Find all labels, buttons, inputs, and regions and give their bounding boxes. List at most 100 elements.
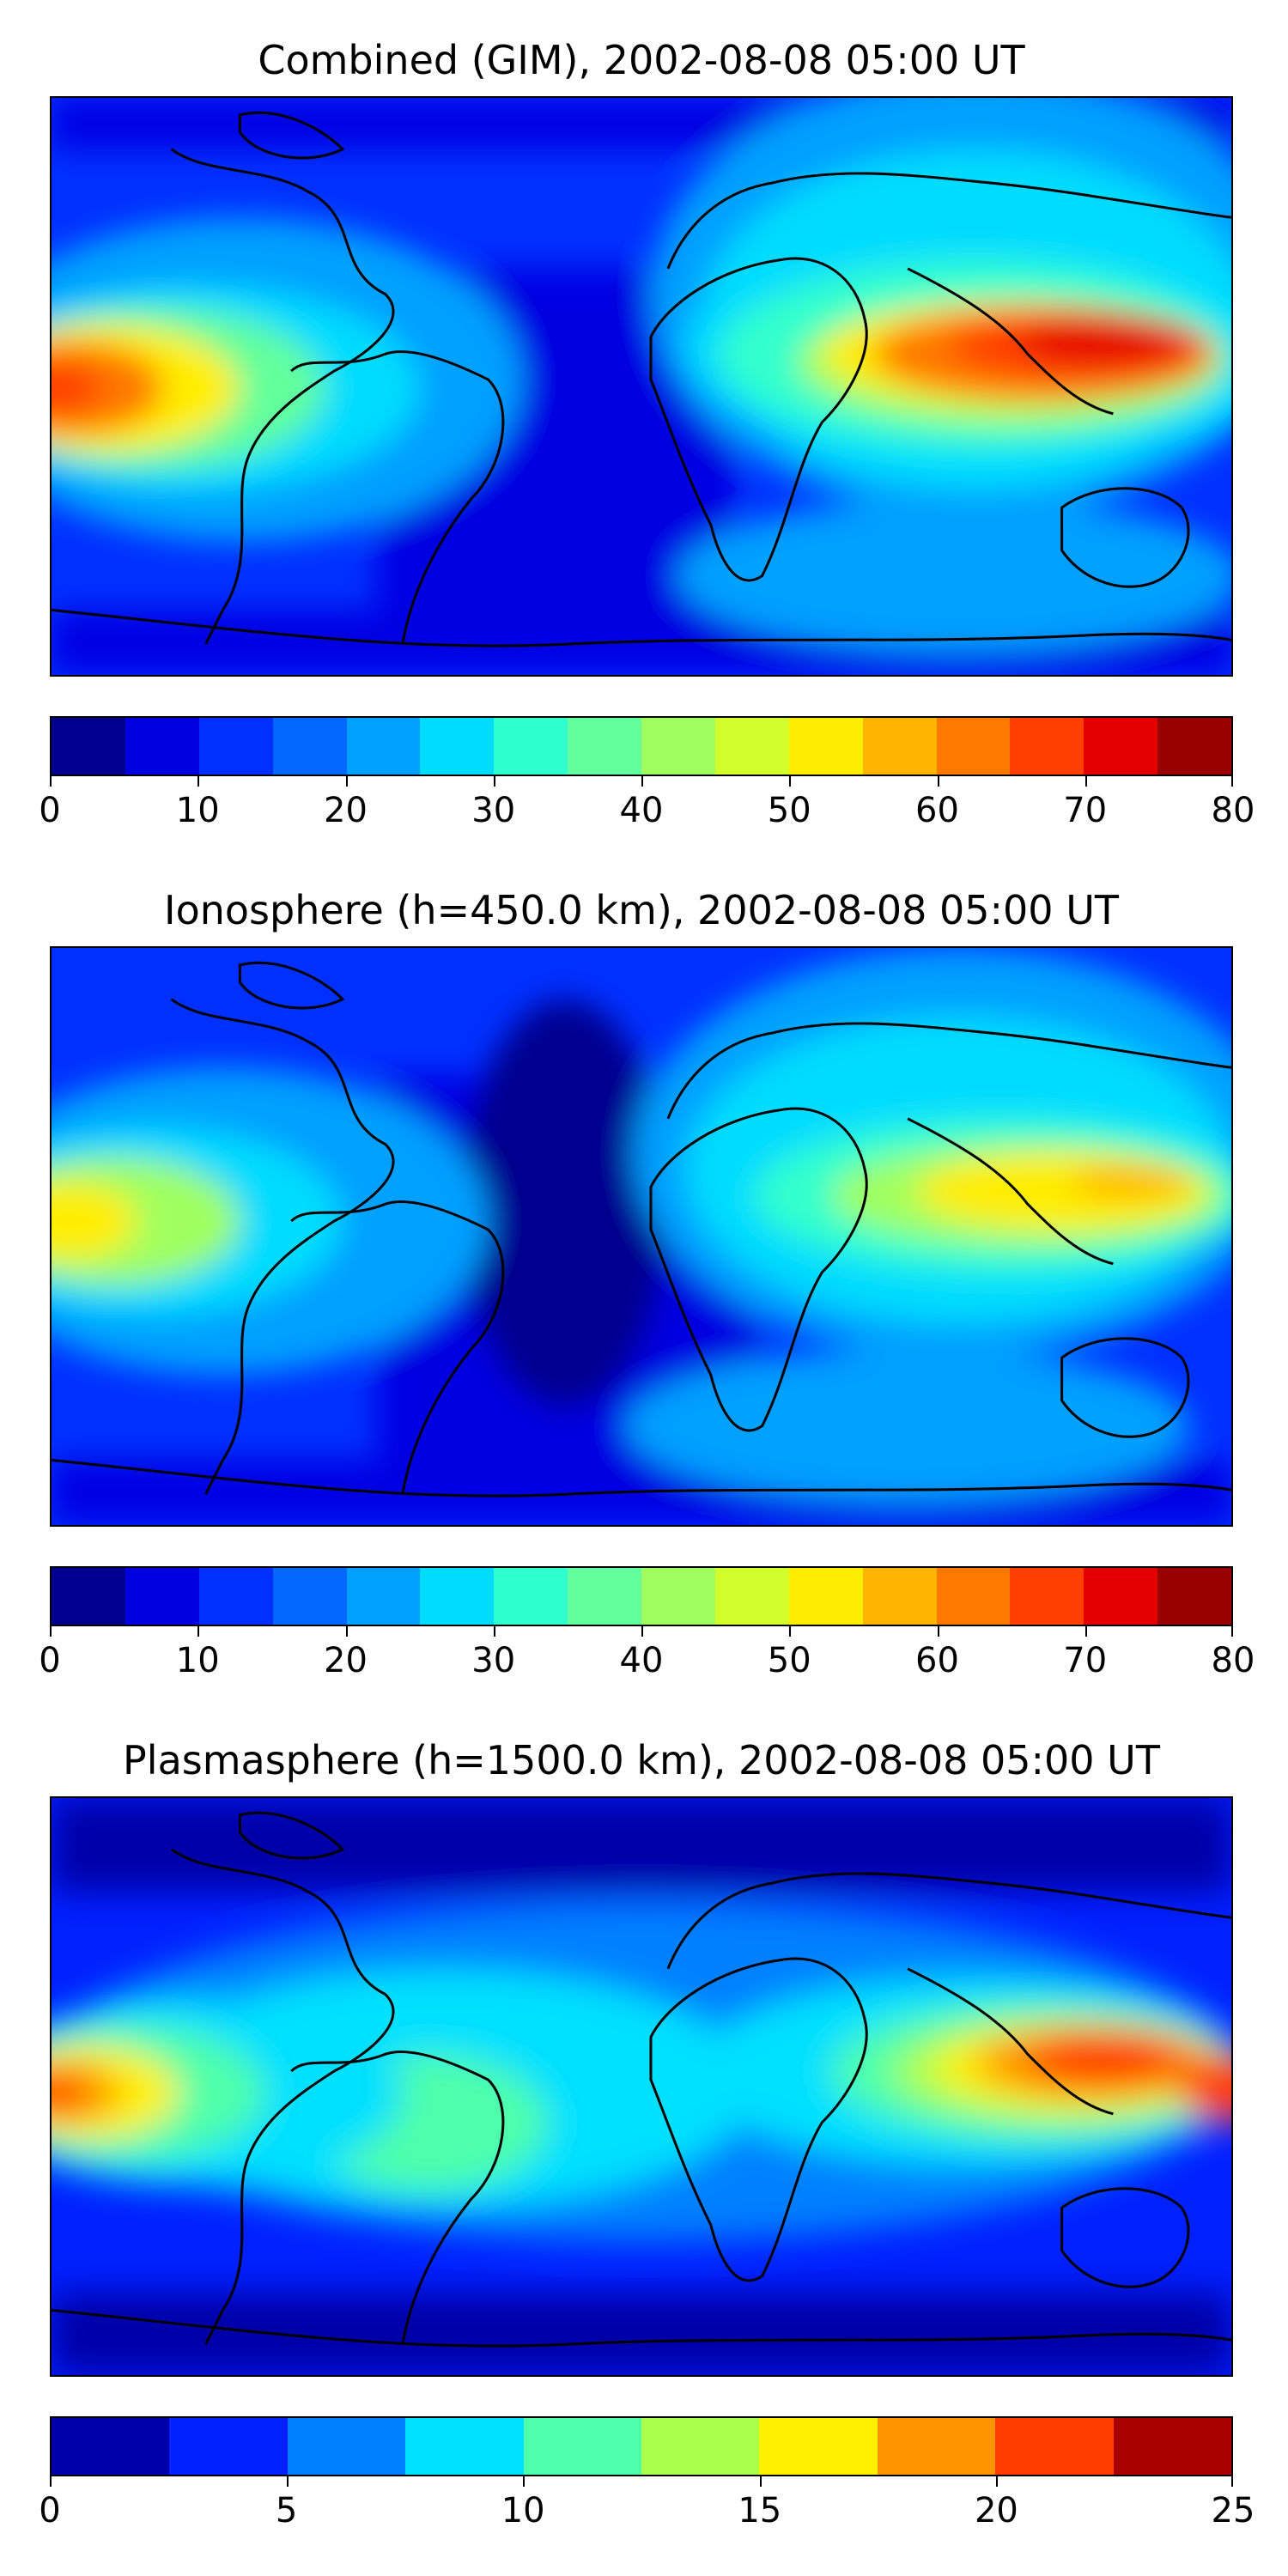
map-ionosphere [50,946,1233,1527]
colorbar-segment [936,718,1011,775]
colorbar-tick-mark [50,1626,52,1637]
colorbar-tick-label: 50 [767,791,811,830]
colorbar-segment [862,1568,937,1625]
colorbar-segment [1084,1568,1158,1625]
colorbar-tick-label: 40 [619,791,664,830]
colorbar-segment [759,2418,878,2475]
colorbar-tick-label: 0 [39,1641,61,1680]
colorbar-segment [420,1568,495,1625]
map-title: Combined (GIM), 2002-08-08 05:00 UT [258,37,1025,83]
colorbar-tick-label: 20 [324,791,368,830]
colorbar-segment [1157,718,1231,775]
colorbar-segment [1010,1568,1084,1625]
map-combined [50,96,1233,677]
colorbar-tick-label: 10 [175,791,220,830]
colorbar-tick-label: 5 [275,2491,298,2530]
colorbar-segment [405,2418,524,2475]
colorbar-segment [568,1568,641,1625]
colorbar-tick-mark [286,2476,289,2487]
colorbar-segment [1084,718,1158,775]
colorbar-segment [169,2418,288,2475]
colorbar-tick-mark [1231,2476,1233,2487]
colorbar-segment [287,2418,406,2475]
colorbar-tick-label: 80 [1211,791,1255,830]
colorbar [50,716,1233,776]
colorbar-tick-mark [1084,776,1087,787]
coastlines [52,111,1231,647]
colorbar-tick-mark [937,1626,939,1637]
colorbar-tick-mark [996,2476,999,2487]
colorbar-tick-mark [759,2476,762,2487]
colorbar-segment [1157,1568,1231,1625]
colorbar-segment [714,1568,789,1625]
colorbar-tick-label: 15 [738,2491,782,2530]
colorbar-segment [125,1568,199,1625]
colorbar-segment [877,2418,996,2475]
colorbar-segment [346,1568,421,1625]
colorbar-tick-label: 25 [1211,2491,1255,2530]
colorbar [50,1566,1233,1626]
colorbar-segment [788,1568,863,1625]
tec-map [52,98,1231,675]
colorbar-tick-label: 10 [175,1641,220,1680]
colorbar-tick-label: 70 [1063,1641,1108,1680]
colorbar-tick-label: 20 [324,1641,368,1680]
colorbar-tick-mark [641,776,643,787]
colorbar-tick-label: 0 [39,2491,61,2530]
colorbar-segment [198,718,273,775]
colorbar-tick-label: 50 [767,1641,811,1680]
colorbar-tick-label: 40 [619,1641,664,1680]
colorbar-ticks: 0 10 20 30 40 50 60 70 80 [39,776,1255,830]
colorbar-tick-mark [50,2476,52,2487]
colorbar-tick-mark [493,1626,495,1637]
colorbar-tick-mark [789,776,792,787]
colorbar-segment [523,2418,642,2475]
colorbar-ticks: 0 10 20 30 40 50 60 70 80 [39,1626,1255,1680]
colorbar-segment [641,718,715,775]
colorbar-tick-mark [50,776,52,787]
colorbar-segment [272,1568,347,1625]
colorbar-segment [52,1568,125,1625]
colorbar-segment [494,1568,568,1625]
colorbar-segment [936,1568,1011,1625]
colorbar-tick-label: 30 [471,1641,516,1680]
map-title: Plasmasphere (h=1500.0 km), 2002-08-08 0… [123,1737,1160,1783]
colorbar-segment [272,718,347,775]
colorbar-segment [494,718,568,775]
colorbar-ticks: 0 5 10 15 20 25 [39,2476,1255,2530]
tec-map [52,1798,1231,2375]
tec-map [52,948,1231,1525]
colorbar-segment [1010,718,1084,775]
colorbar-tick-mark [197,776,200,787]
colorbar-segment [788,718,863,775]
colorbar-segment [198,1568,273,1625]
colorbar-segment [1113,2418,1232,2475]
colorbar-segment [641,2418,760,2475]
colorbar-segment [52,2418,170,2475]
colorbar-segment [568,718,641,775]
coastlines [52,961,1231,1498]
colorbar-tick-mark [1084,1626,1087,1637]
colorbar-segment [420,718,495,775]
map-plasmasphere [50,1796,1233,2377]
colorbar-segment [346,718,421,775]
colorbar-segment [641,1568,715,1625]
colorbar-tick-mark [1231,776,1233,787]
colorbar-tick-label: 80 [1211,1641,1255,1680]
colorbar-tick-label: 70 [1063,791,1108,830]
colorbar-tick-label: 60 [915,791,959,830]
colorbar-segment [125,718,199,775]
colorbar-tick-label: 10 [501,2491,545,2530]
colorbar-tick-mark [345,776,348,787]
colorbar-tick-mark [523,2476,526,2487]
colorbar-segment [52,718,125,775]
colorbar-tick-label: 30 [471,791,516,830]
colorbar-tick-label: 60 [915,1641,959,1680]
colorbar-tick-mark [197,1626,200,1637]
colorbar-segment [995,2418,1114,2475]
colorbar-tick-mark [641,1626,643,1637]
colorbar-tick-label: 20 [974,2491,1018,2530]
colorbar-tick-mark [789,1626,792,1637]
colorbar-tick-mark [493,776,495,787]
colorbar-tick-mark [937,776,939,787]
